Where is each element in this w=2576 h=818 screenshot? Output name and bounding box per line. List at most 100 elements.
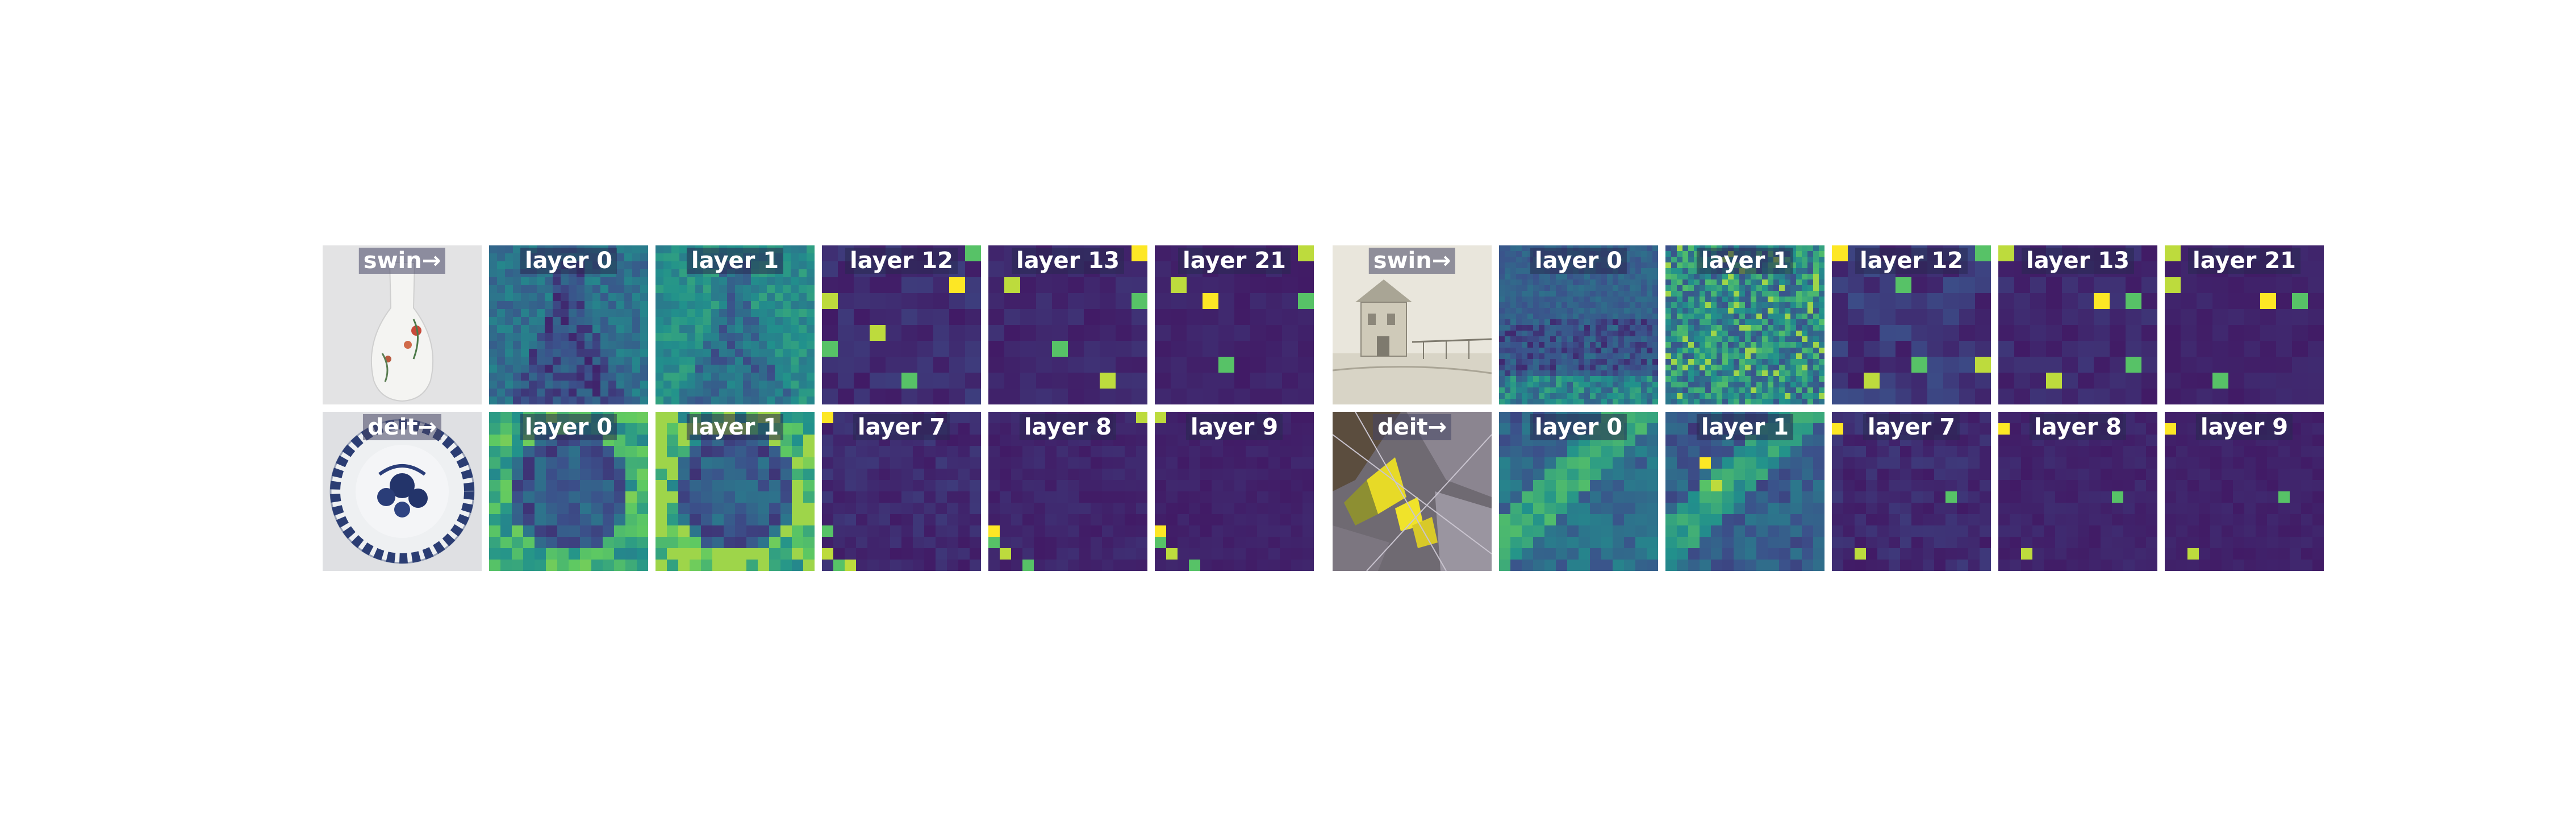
heatmap-cell xyxy=(577,341,585,349)
heatmap-cell xyxy=(1864,325,1880,341)
heatmap-cell xyxy=(625,423,637,435)
heatmap-cell xyxy=(600,285,609,294)
heatmap-cell xyxy=(1084,293,1100,310)
heatmap-cell xyxy=(1813,325,1819,331)
heatmap-cell xyxy=(489,435,501,446)
heatmap-cell xyxy=(988,503,1000,515)
heatmap-cell xyxy=(1544,365,1551,371)
heatmap-cell xyxy=(1171,373,1187,389)
heatmap-cell xyxy=(656,560,667,571)
heatmap-cell xyxy=(1257,537,1269,549)
heatmap-cell xyxy=(775,357,783,365)
heatmap-cell xyxy=(1246,560,1258,571)
heatmap-cell xyxy=(2176,491,2188,503)
heatmap-cell xyxy=(1116,341,1132,357)
heatmap-cell xyxy=(1652,399,1658,404)
heatmap-cell xyxy=(1601,446,1613,458)
model-label: swin→ xyxy=(1368,248,1456,274)
heatmap-cell xyxy=(1624,393,1630,399)
heatmap-cell xyxy=(1790,469,1802,481)
heatmap-cell xyxy=(640,245,648,254)
heatmap-cell xyxy=(1807,331,1814,337)
heatmap-cell xyxy=(1671,251,1677,257)
heatmap-cell xyxy=(2308,389,2324,404)
heatmap-cell xyxy=(791,309,799,318)
heatmap-cell xyxy=(1102,525,1114,537)
heatmap-cell xyxy=(1246,480,1258,492)
heatmap-cell xyxy=(1178,480,1189,492)
heatmap-cell xyxy=(1773,319,1780,325)
heatmap-cell xyxy=(2089,514,2101,526)
heatmap-cell xyxy=(743,373,751,381)
heatmap-cell xyxy=(958,560,970,571)
heatmap-cell xyxy=(1739,331,1746,337)
heatmap-cell xyxy=(901,560,913,571)
heatmap-cell xyxy=(833,412,845,424)
heatmap-cell xyxy=(1268,537,1280,549)
heatmap-cell xyxy=(947,537,959,549)
heatmap-cell xyxy=(792,525,804,537)
heatmap-cell xyxy=(1700,291,1706,297)
heatmap-cell xyxy=(1020,309,1037,325)
heatmap-cell xyxy=(1624,412,1636,424)
heatmap-cell xyxy=(1505,382,1511,388)
input-image-tile: swin→ xyxy=(1333,245,1492,404)
heatmap-cell xyxy=(2126,389,2142,404)
heatmap-cell xyxy=(1562,302,1568,308)
heatmap-cell xyxy=(1579,353,1585,360)
heatmap-cell xyxy=(1751,331,1757,337)
heatmap-cell xyxy=(1762,370,1768,377)
heatmap-cell xyxy=(1550,382,1556,388)
heatmap-cell xyxy=(584,365,593,373)
heatmap-cell xyxy=(2267,560,2279,571)
heatmap-cell xyxy=(1722,359,1729,365)
heatmap-cell xyxy=(489,469,501,481)
heatmap-cell xyxy=(988,469,1000,481)
heatmap-cell xyxy=(546,525,558,537)
layer-label: layer 8 xyxy=(2029,414,2127,440)
heatmap-cell xyxy=(1057,480,1068,492)
heatmap-cell xyxy=(1751,393,1757,399)
heatmap-cell xyxy=(2062,357,2078,373)
heatmap-cell xyxy=(1212,514,1224,526)
heatmap-cell xyxy=(569,373,577,381)
heatmap-cell xyxy=(767,365,775,373)
heatmap-cell xyxy=(2290,525,2302,537)
heatmap-cell xyxy=(1011,457,1023,469)
heatmap-cell xyxy=(1807,365,1814,371)
heatmap-cell xyxy=(890,480,902,492)
heatmap-cell xyxy=(1166,514,1178,526)
heatmap-cell xyxy=(489,349,498,357)
heatmap-cell xyxy=(1556,297,1562,303)
heatmap-cell xyxy=(500,469,512,481)
heatmap-cell xyxy=(2165,503,2177,515)
heatmap-cell xyxy=(1613,365,1619,371)
heatmap-cell xyxy=(1218,373,1235,389)
heatmap-cell xyxy=(2141,245,2157,262)
heatmap-cell xyxy=(1790,423,1802,435)
heatmap-cell xyxy=(1682,336,1689,343)
heatmap-cell xyxy=(2078,469,2090,481)
heatmap-cell xyxy=(965,261,981,278)
heatmap-cell xyxy=(799,317,807,325)
heatmap-cell xyxy=(1516,325,1522,331)
heatmap-cell xyxy=(965,389,981,404)
heatmap-cell xyxy=(719,389,728,397)
heatmap-cell xyxy=(1923,469,1935,481)
heatmap-cell xyxy=(1562,274,1568,280)
heatmap-cell xyxy=(545,365,553,373)
heatmap-cell xyxy=(489,333,498,341)
heatmap-cell xyxy=(1102,469,1114,481)
heatmap-cell xyxy=(970,491,981,503)
heatmap-cell xyxy=(791,293,799,302)
heatmap-cell xyxy=(1505,376,1511,382)
heatmap-cell xyxy=(687,341,696,349)
heatmap-cell xyxy=(2021,469,2033,481)
heatmap-cell xyxy=(933,325,950,341)
heatmap-cell xyxy=(1641,342,1647,348)
heatmap-cell xyxy=(1302,525,1314,537)
heatmap-cell xyxy=(1688,245,1694,252)
heatmap-cell xyxy=(701,560,713,571)
heatmap-cell xyxy=(1223,457,1235,469)
heatmap-cell xyxy=(1665,257,1672,263)
